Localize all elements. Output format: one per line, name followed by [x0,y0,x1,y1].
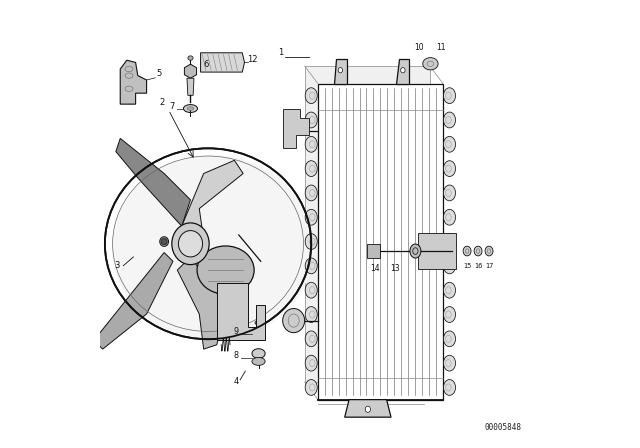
Ellipse shape [444,112,456,128]
Ellipse shape [474,246,482,256]
Polygon shape [120,60,147,104]
Circle shape [161,238,167,245]
Ellipse shape [252,349,265,358]
Text: 16: 16 [474,263,483,269]
Ellipse shape [485,246,493,256]
Polygon shape [418,233,456,269]
Ellipse shape [305,258,317,274]
Polygon shape [217,283,265,340]
Ellipse shape [305,112,317,128]
Text: 7: 7 [170,102,175,111]
Text: 5: 5 [156,69,161,78]
Ellipse shape [444,234,456,250]
Ellipse shape [112,155,313,341]
Text: 2: 2 [159,99,164,108]
Text: 4: 4 [234,377,239,386]
Ellipse shape [444,306,456,323]
Polygon shape [116,138,191,226]
Ellipse shape [305,331,317,347]
Ellipse shape [172,223,209,265]
Text: 10: 10 [415,43,424,52]
Polygon shape [283,109,309,148]
Polygon shape [305,66,430,382]
Ellipse shape [444,185,456,201]
Ellipse shape [305,379,317,396]
Ellipse shape [444,161,456,177]
Ellipse shape [365,406,371,412]
Text: 8: 8 [233,351,238,360]
Ellipse shape [179,231,202,257]
Ellipse shape [444,282,456,298]
Ellipse shape [305,282,317,298]
Ellipse shape [444,379,456,396]
Ellipse shape [444,209,456,225]
Polygon shape [333,59,347,83]
Polygon shape [396,59,410,83]
Text: 14: 14 [371,264,380,273]
Ellipse shape [283,309,305,333]
Ellipse shape [305,234,317,250]
Text: 17: 17 [485,263,493,269]
Ellipse shape [188,56,193,60]
Ellipse shape [410,244,421,258]
Ellipse shape [444,258,456,274]
Polygon shape [200,53,244,72]
Ellipse shape [444,355,456,371]
Ellipse shape [423,58,438,70]
Ellipse shape [255,321,262,325]
Ellipse shape [305,209,317,225]
Text: 3: 3 [115,261,120,270]
Ellipse shape [463,246,471,256]
Text: 9: 9 [233,327,238,336]
Text: 15: 15 [463,263,471,269]
Ellipse shape [252,358,265,366]
Polygon shape [318,83,443,400]
Ellipse shape [444,331,456,347]
Ellipse shape [305,136,317,152]
Ellipse shape [160,237,168,246]
Text: 00005848: 00005848 [485,423,522,432]
Text: 6: 6 [203,60,209,69]
Ellipse shape [187,107,194,110]
Ellipse shape [184,104,198,112]
Ellipse shape [444,88,456,103]
Ellipse shape [305,355,317,371]
Ellipse shape [338,68,342,73]
Polygon shape [367,245,380,258]
Ellipse shape [197,246,254,294]
Polygon shape [182,160,243,239]
Text: 13: 13 [390,264,400,273]
Ellipse shape [255,334,262,340]
Polygon shape [187,78,194,95]
Polygon shape [94,253,173,349]
Polygon shape [184,64,196,78]
Polygon shape [177,257,226,349]
Ellipse shape [305,88,317,103]
Text: 1: 1 [278,48,283,57]
Ellipse shape [305,185,317,201]
Ellipse shape [305,306,317,323]
Ellipse shape [305,161,317,177]
Polygon shape [345,400,391,417]
Ellipse shape [401,68,405,73]
Text: 12: 12 [247,56,258,65]
Text: 11: 11 [436,43,446,52]
Ellipse shape [444,136,456,152]
